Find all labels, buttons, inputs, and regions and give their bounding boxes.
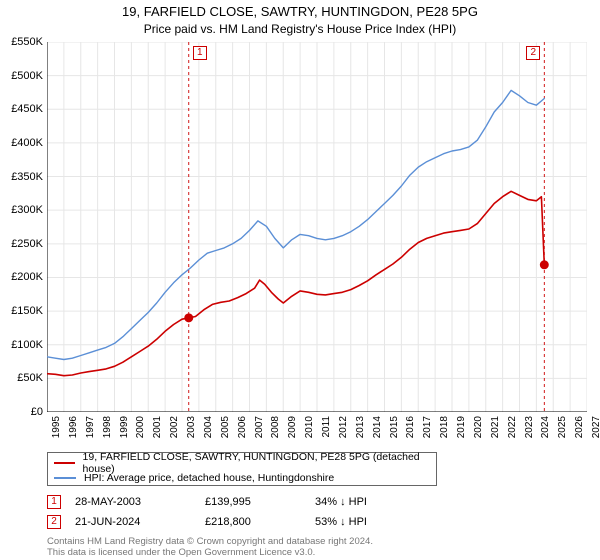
x-tick-label: 2010 — [304, 416, 315, 438]
x-tick-label: 2008 — [270, 416, 281, 438]
y-tick-label: £100K — [3, 339, 43, 351]
x-tick-label: 1995 — [51, 416, 62, 438]
x-tick-label: 2016 — [405, 416, 416, 438]
footer-line-1: Contains HM Land Registry data © Crown c… — [47, 536, 373, 547]
chart-title-address: 19, FARFIELD CLOSE, SAWTRY, HUNTINGDON, … — [0, 4, 600, 19]
x-tick-label: 2003 — [186, 416, 197, 438]
x-tick-label: 2027 — [591, 416, 600, 438]
x-tick-label: 2026 — [574, 416, 585, 438]
sale-price-1: £139,995 — [205, 496, 315, 508]
sale-row-2: 2 21-JUN-2024 £218,800 53% ↓ HPI — [47, 514, 587, 530]
x-tick-label: 2022 — [507, 416, 518, 438]
chart-container: 19, FARFIELD CLOSE, SAWTRY, HUNTINGDON, … — [0, 0, 600, 560]
x-tick-label: 2002 — [169, 416, 180, 438]
x-tick-label: 1997 — [85, 416, 96, 438]
sale-date-2: 21-JUN-2024 — [75, 516, 205, 528]
x-tick-label: 2014 — [372, 416, 383, 438]
y-tick-label: £0 — [3, 406, 43, 418]
y-tick-label: £350K — [3, 171, 43, 183]
x-tick-label: 2023 — [524, 416, 535, 438]
x-tick-label: 2006 — [237, 416, 248, 438]
chart-svg — [47, 42, 587, 412]
sale-delta-2: 53% ↓ HPI — [315, 516, 425, 528]
sale-price-2: £218,800 — [205, 516, 315, 528]
x-tick-label: 1998 — [102, 416, 113, 438]
y-tick-label: £500K — [3, 70, 43, 82]
x-tick-label: 2020 — [473, 416, 484, 438]
vline-marker: 1 — [193, 46, 207, 60]
y-tick-label: £150K — [3, 305, 43, 317]
y-tick-label: £400K — [3, 137, 43, 149]
x-tick-label: 2024 — [540, 416, 551, 438]
x-tick-label: 2001 — [152, 416, 163, 438]
sale-marker-2: 2 — [47, 515, 61, 529]
x-tick-label: 2012 — [338, 416, 349, 438]
sale-marker-1: 1 — [47, 495, 61, 509]
y-tick-label: £200K — [3, 271, 43, 283]
legend-label-hpi: HPI: Average price, detached house, Hunt… — [84, 472, 334, 484]
x-tick-label: 2005 — [220, 416, 231, 438]
legend-swatch-hpi — [54, 477, 76, 479]
y-tick-label: £50K — [3, 372, 43, 384]
chart-plot-area — [47, 42, 587, 412]
y-tick-label: £450K — [3, 103, 43, 115]
legend: 19, FARFIELD CLOSE, SAWTRY, HUNTINGDON, … — [47, 452, 437, 486]
x-tick-label: 1999 — [119, 416, 130, 438]
x-tick-label: 2017 — [422, 416, 433, 438]
x-tick-label: 2007 — [254, 416, 265, 438]
x-tick-label: 2025 — [557, 416, 568, 438]
legend-row-property: 19, FARFIELD CLOSE, SAWTRY, HUNTINGDON, … — [54, 455, 430, 470]
x-tick-label: 2000 — [135, 416, 146, 438]
x-tick-label: 2011 — [321, 416, 332, 438]
y-tick-label: £300K — [3, 204, 43, 216]
x-tick-label: 1996 — [68, 416, 79, 438]
sale-date-1: 28-MAY-2003 — [75, 496, 205, 508]
x-tick-label: 2019 — [456, 416, 467, 438]
y-tick-label: £550K — [3, 36, 43, 48]
chart-subtitle: Price paid vs. HM Land Registry's House … — [0, 22, 600, 36]
x-tick-label: 2013 — [355, 416, 366, 438]
legend-swatch-property — [54, 462, 75, 464]
x-tick-label: 2015 — [389, 416, 400, 438]
sale-row-1: 1 28-MAY-2003 £139,995 34% ↓ HPI — [47, 494, 587, 510]
y-tick-label: £250K — [3, 238, 43, 250]
footer-line-2: This data is licensed under the Open Gov… — [47, 547, 373, 558]
x-tick-label: 2009 — [287, 416, 298, 438]
x-tick-label: 2021 — [490, 416, 501, 438]
sale-delta-1: 34% ↓ HPI — [315, 496, 425, 508]
x-tick-label: 2004 — [203, 416, 214, 438]
x-tick-label: 2018 — [439, 416, 450, 438]
vline-marker: 2 — [526, 46, 540, 60]
footer: Contains HM Land Registry data © Crown c… — [47, 536, 373, 558]
